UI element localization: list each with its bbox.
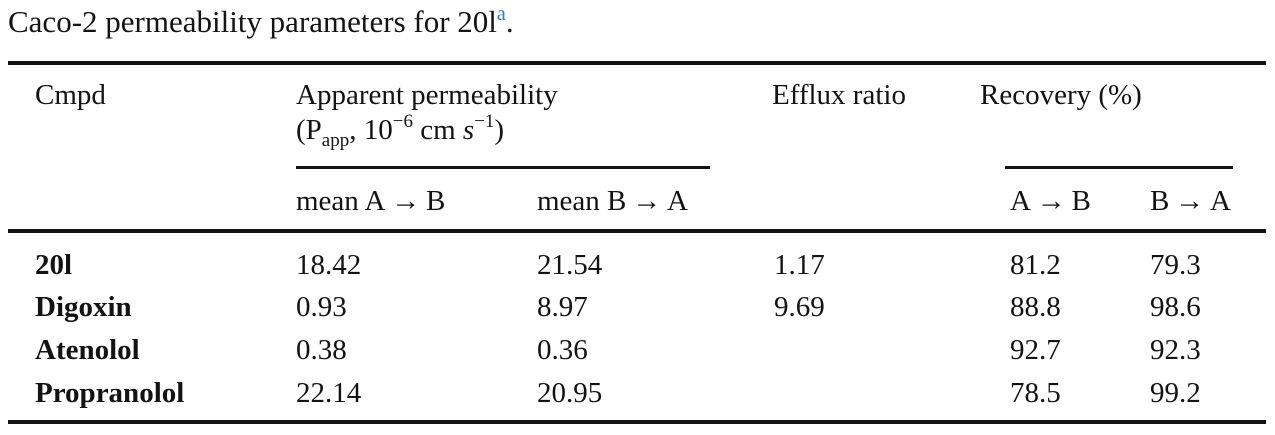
cell-mean-ab: 18.42 xyxy=(296,249,362,281)
cell-recovery-ab: 88.8 xyxy=(1010,291,1061,323)
table-caption-text: Caco-2 permeability parameters for 20l xyxy=(8,4,497,39)
cell-mean-ba: 20.95 xyxy=(537,377,603,409)
exponent-minus6: −6 xyxy=(392,111,413,132)
table-bottom-rule xyxy=(8,420,1266,424)
cell-cmpd: Propranolol xyxy=(35,377,185,409)
cell-recovery-ba: 98.6 xyxy=(1150,291,1201,323)
column-header-recovery: Recovery (%) xyxy=(980,79,1142,111)
table-caption: Caco-2 permeability parameters for 20la. xyxy=(8,4,514,40)
column-header-efflux-ratio: Efflux ratio xyxy=(772,79,906,111)
table-caption-period: . xyxy=(505,4,514,39)
subheader-mean-a-to-b: mean A → B xyxy=(296,185,446,217)
recovery-group-rule xyxy=(1005,166,1233,169)
subheader-recovery-b-to-a: B → A xyxy=(1150,185,1231,217)
cell-cmpd: Atenolol xyxy=(35,334,140,366)
unit-s-italic: s xyxy=(462,114,475,146)
table-top-rule xyxy=(8,61,1266,65)
column-header-apparent-permeability: Apparent permeability (Papp, 10−6 cm s−1… xyxy=(296,78,558,151)
cell-mean-ab: 0.38 xyxy=(296,334,347,366)
table-header-rule xyxy=(8,229,1266,233)
subheader-recovery-a-to-b: A → B xyxy=(1010,185,1091,217)
cell-efflux-ratio: 1.17 xyxy=(774,249,825,281)
cell-mean-ba: 21.54 xyxy=(537,249,603,281)
exponent-minus1: −1 xyxy=(474,111,495,132)
apparent-permeability-group-rule xyxy=(296,166,710,169)
cell-recovery-ab: 81.2 xyxy=(1010,249,1061,281)
apparent-permeability-line1: Apparent permeability xyxy=(296,79,558,111)
apparent-permeability-line2: (Papp, 10−6 cm s−1) xyxy=(296,111,505,151)
cell-recovery-ba: 99.2 xyxy=(1150,377,1201,409)
cell-mean-ba: 0.36 xyxy=(537,334,588,366)
cell-recovery-ab: 78.5 xyxy=(1010,377,1061,409)
cell-recovery-ba: 92.3 xyxy=(1150,334,1201,366)
cell-cmpd: 20l xyxy=(35,249,73,281)
papp-subscript: app xyxy=(321,130,350,151)
cell-recovery-ba: 79.3 xyxy=(1150,249,1201,281)
column-header-cmpd: Cmpd xyxy=(35,79,106,111)
cell-recovery-ab: 92.7 xyxy=(1010,334,1061,366)
cell-efflux-ratio: 9.69 xyxy=(774,291,825,323)
cell-mean-ab: 0.93 xyxy=(296,291,347,323)
cell-mean-ba: 8.97 xyxy=(537,291,588,323)
footnote-marker-a[interactable]: a xyxy=(496,3,506,25)
cell-mean-ab: 22.14 xyxy=(296,377,362,409)
subheader-mean-b-to-a: mean B → A xyxy=(537,185,688,217)
cell-cmpd: Digoxin xyxy=(35,291,132,323)
